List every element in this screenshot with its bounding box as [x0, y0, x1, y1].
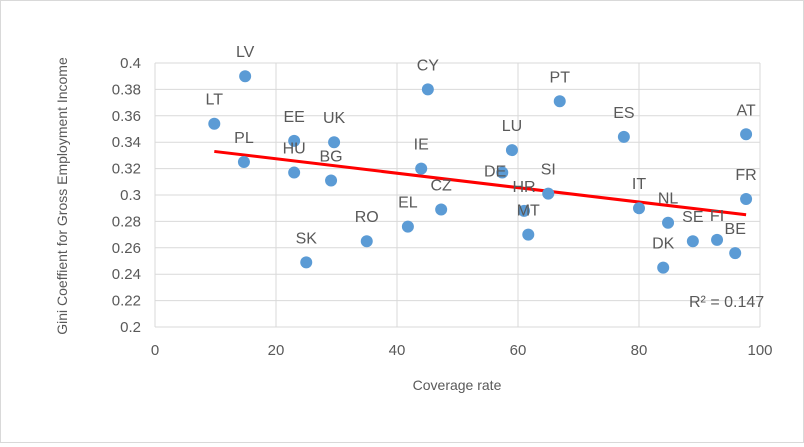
data-label-hr: HR	[512, 179, 535, 196]
data-point-lu	[505, 144, 518, 157]
y-tick-label: 0.24	[112, 266, 141, 283]
data-point-hu	[288, 166, 301, 179]
data-point-pt	[553, 95, 566, 108]
data-label-cy: CY	[417, 57, 440, 74]
data-label-si: SI	[541, 162, 556, 179]
data-label-ee: EE	[283, 109, 304, 126]
data-label-lu: LU	[502, 118, 522, 135]
x-tick-label: 0	[151, 342, 159, 359]
data-point-el	[401, 220, 414, 233]
data-point-be	[729, 247, 742, 260]
data-point-se	[686, 235, 699, 248]
x-axis-label: Coverage rate	[413, 377, 502, 393]
data-label-fr: FR	[735, 167, 756, 184]
data-point-lt	[208, 117, 221, 130]
data-point-ro	[360, 235, 373, 248]
y-tick-label: 0.4	[120, 55, 141, 72]
data-label-nl: NL	[658, 191, 679, 208]
data-point-cy	[421, 83, 434, 96]
data-point-si	[542, 187, 555, 200]
trendline	[214, 149, 747, 217]
data-label-se: SE	[682, 209, 703, 226]
x-tick-label: 20	[268, 342, 285, 359]
data-label-fi: FI	[710, 208, 724, 225]
data-label-hu: HU	[283, 141, 306, 158]
data-label-lv: LV	[236, 44, 255, 61]
data-point-fr	[740, 192, 753, 205]
data-point-at	[740, 128, 753, 141]
r-squared-label: R² = 0.147	[689, 294, 764, 311]
data-label-uk: UK	[323, 110, 346, 127]
y-tick-label: 0.3	[120, 187, 141, 204]
y-tick-label: 0.34	[112, 134, 141, 151]
data-point-ie	[415, 162, 428, 175]
y-tick-label: 0.26	[112, 240, 141, 257]
y-tick-label: 0.36	[112, 108, 141, 125]
data-label-pt: PT	[550, 69, 571, 86]
y-tick-label: 0.22	[112, 293, 141, 310]
data-label-dk: DK	[652, 236, 675, 253]
data-point-fi	[711, 233, 724, 246]
data-point-nl	[662, 216, 675, 229]
x-tick-label: 100	[747, 342, 772, 359]
data-point-cz	[435, 203, 448, 216]
data-label-bg: BG	[319, 148, 342, 165]
data-label-de: DE	[484, 164, 506, 181]
data-point-uk	[328, 136, 341, 149]
data-label-mt: MT	[517, 203, 540, 220]
data-point-bg	[325, 174, 338, 187]
tick-labels: 0.2 0.22 0.24 0.26 0.28 0.3 0.32 0.34 0.36 0.38 0.…	[112, 55, 773, 359]
data-point-it	[633, 202, 645, 215]
y-tick-label: 0.38	[112, 81, 141, 98]
gridlines	[154, 62, 761, 328]
data-point-mt	[522, 228, 535, 241]
data-point-pl	[237, 156, 250, 168]
data-label-pl: PL	[234, 130, 254, 147]
data-point-hr	[518, 204, 531, 217]
x-tick-label: 40	[389, 342, 406, 359]
data-label-ie: IE	[414, 137, 429, 154]
data-label-it: IT	[632, 176, 646, 193]
data-label-sk: SK	[296, 230, 318, 247]
y-tick-label: 0.28	[112, 213, 141, 230]
data-label-ro: RO	[355, 209, 379, 226]
data-label-el: EL	[398, 195, 418, 212]
data-label-es: ES	[613, 105, 634, 122]
x-tick-label: 80	[631, 342, 648, 359]
data-point-lv	[239, 70, 252, 83]
trendline-group	[214, 149, 747, 217]
data-label-be: BE	[725, 221, 746, 238]
data-label-lt: LT	[206, 92, 224, 109]
y-tick-label: 0.2	[120, 319, 141, 336]
data-label-cz: CZ	[431, 178, 453, 195]
data-point-de	[496, 166, 509, 179]
data-point-ee	[288, 134, 301, 147]
points-group: LV LT PL EE HU UK BG SK RO CY IE EL CZ LU DE PT SI HR MT ES…	[206, 44, 757, 274]
x-tick-label: 60	[510, 342, 527, 359]
data-label-at: AT	[736, 102, 755, 119]
y-axis-label: Gini Coeffient for Gross Employment Inco…	[54, 57, 70, 335]
data-point-dk	[657, 261, 670, 274]
data-point-es	[617, 130, 630, 143]
y-tick-label: 0.32	[112, 161, 141, 178]
data-point-sk	[300, 256, 313, 269]
